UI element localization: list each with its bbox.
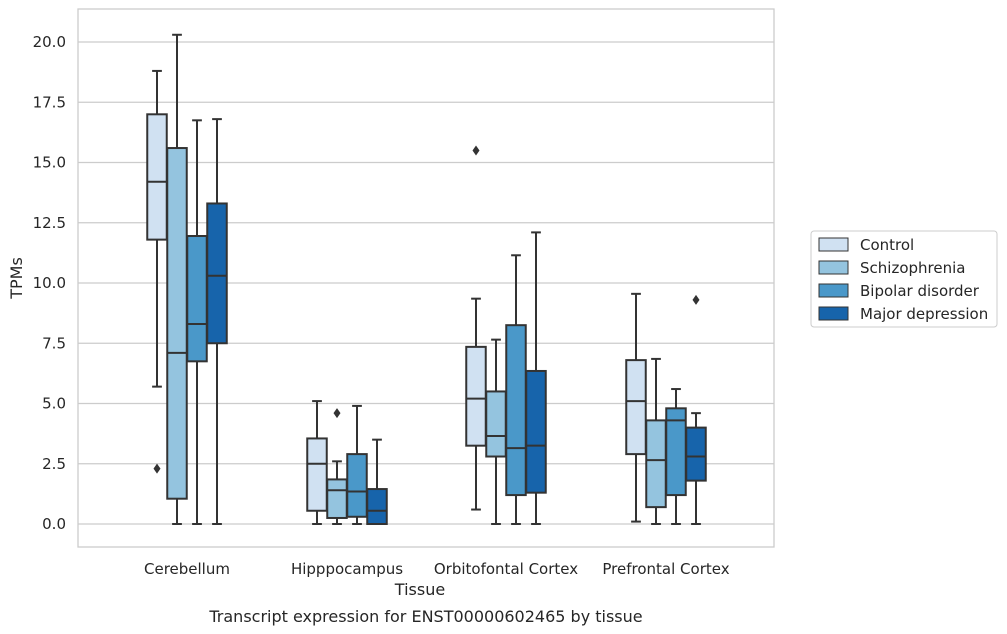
box-bipolar-disorder xyxy=(665,388,687,525)
legend-swatch xyxy=(818,260,849,275)
box-bipolar-disorder xyxy=(346,404,368,525)
legend-frame xyxy=(810,230,998,328)
legend-label: Schizophrenia xyxy=(860,259,965,277)
y-tick-label: 10.0 xyxy=(33,274,66,292)
box-major-depression xyxy=(366,438,388,525)
y-axis-label: TPMs xyxy=(7,257,26,300)
box-iqr xyxy=(485,390,507,458)
box-iqr xyxy=(326,478,348,519)
box-iqr xyxy=(525,369,547,494)
legend-label: Major depression xyxy=(860,305,988,323)
box-iqr xyxy=(166,147,188,500)
box-control xyxy=(306,400,328,525)
box-iqr xyxy=(465,345,487,447)
box-schizophrenia xyxy=(645,357,667,525)
x-tick-label: Cerebellum xyxy=(144,560,230,578)
box-iqr xyxy=(146,113,168,241)
box-iqr xyxy=(505,324,527,497)
y-tick-label: 2.5 xyxy=(42,455,66,473)
box-iqr xyxy=(685,426,707,482)
box-major-depression xyxy=(525,231,547,525)
x-tick-label: Orbitofontal Cortex xyxy=(434,560,578,578)
box-major-depression xyxy=(206,118,228,525)
legend-swatch xyxy=(818,306,849,321)
box-bipolar-disorder xyxy=(186,119,208,525)
box-schizophrenia xyxy=(166,33,188,525)
outlier-point xyxy=(333,408,341,419)
x-axis-label: Tissue xyxy=(394,580,445,599)
box-iqr xyxy=(346,453,368,518)
y-tick-label: 7.5 xyxy=(42,334,66,352)
box-iqr xyxy=(206,202,228,345)
box-iqr xyxy=(645,419,667,509)
box-iqr xyxy=(306,437,328,512)
x-axis-ticks: Cerebellum Hipppocampus Orbitofontal Corte… xyxy=(144,560,730,578)
legend-label: Control xyxy=(860,236,914,254)
legend-swatch xyxy=(818,237,849,252)
x-tick-label: Hipppocampus xyxy=(291,560,403,578)
y-tick-label: 5.0 xyxy=(42,395,66,413)
box-control xyxy=(625,292,647,523)
y-tick-label: 0.0 xyxy=(42,515,66,533)
y-axis-ticks: 0.0 2.5 5.0 7.5 10.0 12.5 15.0 17.5 20.0 xyxy=(33,33,66,533)
legend-swatch xyxy=(818,283,849,298)
box-control xyxy=(146,69,168,474)
box-bipolar-disorder xyxy=(505,254,527,525)
legend-label: Bipolar disorder xyxy=(860,282,980,300)
chart-caption: Transcript expression for ENST0000060246… xyxy=(208,607,642,626)
outlier-point xyxy=(472,145,480,156)
box-iqr xyxy=(186,235,208,363)
plot-area-frame xyxy=(77,8,775,548)
box-schizophrenia xyxy=(485,338,507,525)
box-control xyxy=(465,145,487,511)
box-major-depression xyxy=(685,294,707,525)
y-tick-label: 12.5 xyxy=(33,214,66,232)
y-tick-label: 20.0 xyxy=(33,33,66,51)
box-iqr xyxy=(366,488,388,525)
x-tick-label: Prefrontal Cortex xyxy=(602,560,729,578)
legend: Control Schizophrenia Bipolar disorder Majo… xyxy=(810,230,998,328)
y-tick-label: 17.5 xyxy=(33,93,66,111)
box-iqr xyxy=(625,359,647,456)
outlier-point xyxy=(153,463,161,474)
outlier-point xyxy=(692,294,700,305)
box-schizophrenia xyxy=(326,408,348,525)
box-plot-series xyxy=(146,33,707,525)
y-tick-label: 15.0 xyxy=(33,154,66,172)
